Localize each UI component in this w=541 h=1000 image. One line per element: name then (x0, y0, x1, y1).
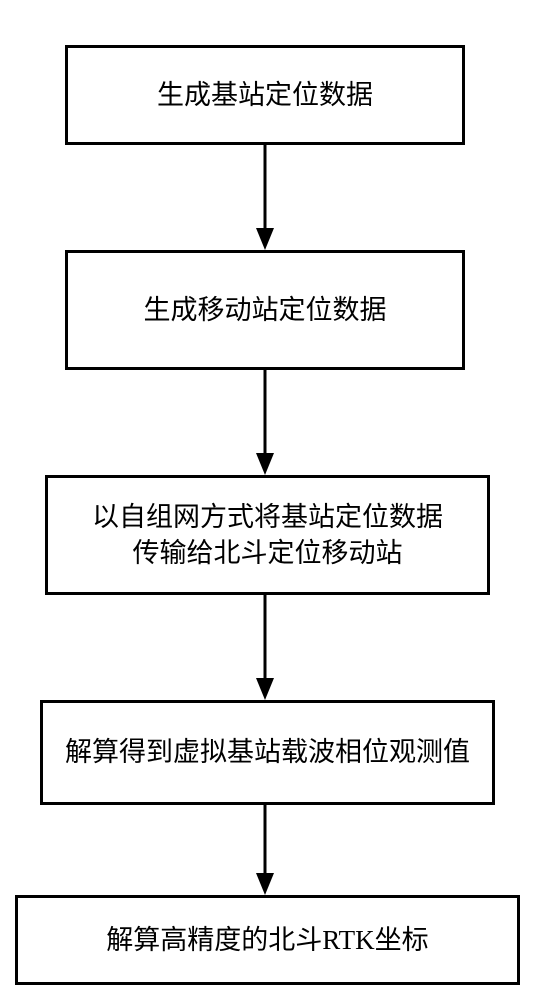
flow-node-label: 生成基站定位数据 (157, 77, 373, 113)
flow-arrow (247, 805, 283, 895)
flow-node-label: 以自组网方式将基站定位数据 传输给北斗定位移动站 (92, 499, 443, 572)
flowchart: 生成基站定位数据生成移动站定位数据以自组网方式将基站定位数据 传输给北斗定位移动… (0, 0, 541, 1000)
flow-node-n4: 解算得到虚拟基站载波相位观测值 (40, 700, 495, 805)
flow-node-label: 解算得到虚拟基站载波相位观测值 (65, 734, 470, 770)
flow-node-label: 解算高精度的北斗RTK坐标 (106, 922, 428, 958)
flow-node-n5: 解算高精度的北斗RTK坐标 (15, 895, 520, 985)
flow-node-n3: 以自组网方式将基站定位数据 传输给北斗定位移动站 (45, 475, 490, 595)
flow-arrow (247, 370, 283, 475)
flow-node-n1: 生成基站定位数据 (65, 45, 465, 145)
flow-node-n2: 生成移动站定位数据 (65, 250, 465, 370)
flow-arrow (247, 595, 283, 700)
flow-node-label: 生成移动站定位数据 (144, 292, 387, 328)
flow-arrow (247, 145, 283, 250)
